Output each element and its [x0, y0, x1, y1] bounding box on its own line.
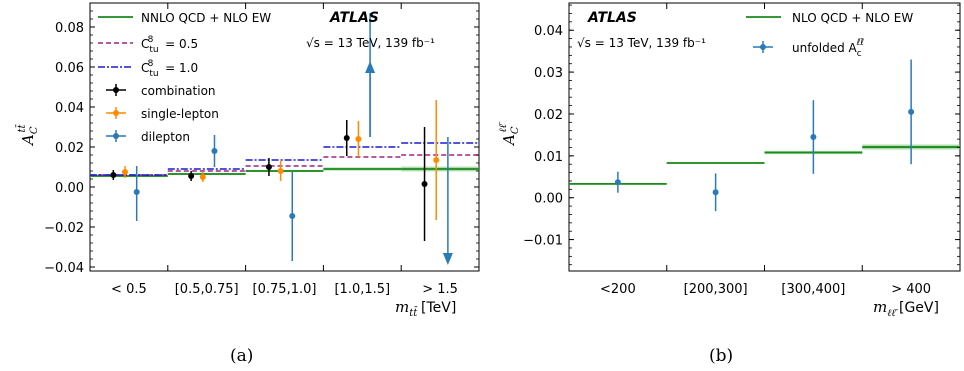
legend-marker-single-lepton: [106, 107, 126, 119]
legend-marker-dilepton: [106, 130, 126, 142]
legend-label-nlo: NLO QCD + NLO EW: [792, 11, 913, 25]
data-point: [343, 135, 350, 141]
x-tick-label: > 400: [891, 282, 931, 297]
data-point: [908, 108, 915, 115]
y-tick-label: −0.02: [44, 221, 84, 236]
arrow-up: [365, 61, 376, 73]
legend-a: NNLO QCD + NLO EW Ctu8 = 0.5 Ctu8 = 1.0 …: [98, 11, 271, 144]
x-axis-label-b: mℓℓ̄: [873, 298, 899, 319]
legend-marker-unfolded: [753, 41, 773, 53]
x-tick-label: < 0.5: [111, 282, 147, 297]
legend-label-c10: Ctu8 = 1.0: [141, 59, 198, 79]
data-point: [289, 213, 296, 219]
legend-label-unfolded: unfolded Acℓℓ̄: [792, 38, 864, 59]
y-tick-label: 0.08: [55, 21, 84, 36]
data-point: [277, 168, 284, 174]
x-tick-label: [300,400]: [781, 282, 845, 297]
data-point: [199, 174, 206, 180]
y-tick-label: 0.00: [55, 181, 84, 196]
data-point: [355, 136, 362, 142]
data-point: [810, 134, 817, 140]
data-point: [133, 189, 140, 195]
data-point: [421, 181, 428, 187]
plot-frame-a: [89, 2, 480, 272]
data-point: [110, 172, 117, 178]
y-tick-label: 0.02: [55, 141, 84, 156]
x-axis-unit-a: [TeV]: [421, 300, 456, 316]
x-axis-label-a: mtt̄: [395, 298, 418, 319]
x-tick-label: [1.0,1.5]: [334, 282, 390, 297]
x-tick-label: [0.5,0.75]: [175, 282, 239, 297]
x-tick-label: [0.75,1.0]: [253, 282, 317, 297]
data-point: [614, 179, 621, 186]
energy-label-a: √s = 13 TeV, 139 fb⁻¹: [306, 36, 435, 50]
atlas-label-a: ATLAS: [329, 10, 379, 26]
legend-label-single-lepton: single-lepton: [141, 107, 219, 121]
y-tick-label: −0.04: [44, 261, 84, 276]
panel-label-b: (b): [709, 346, 733, 366]
legend-label-nnlo: NNLO QCD + NLO EW: [141, 11, 271, 25]
energy-label-b: √s = 13 TeV, 139 fb⁻¹: [577, 36, 706, 50]
y-tick-label: 0.00: [534, 192, 563, 207]
panel-a: −0.04 −0.02 0.00 0.02 0.04 0.06 0.08 < 0.5 [0.5…: [16, 2, 480, 366]
data-point: [188, 173, 195, 179]
panel-b: −0.01 0.00 0.01 0.02 0.03 0.04 <200 [200,300] […: [498, 2, 961, 366]
x-tick-label: [200,300]: [684, 282, 748, 297]
y-tick-label: 0.02: [534, 108, 563, 123]
arrow-down: [442, 253, 453, 265]
data-point: [122, 169, 129, 175]
y-tick-label: 0.01: [534, 150, 563, 165]
legend-marker-combination: [106, 84, 126, 96]
y-axis-label-b: ACℓℓ̄: [498, 121, 521, 147]
y-tick-label: 0.04: [55, 101, 84, 116]
y-axis-label-a: ACtt̄: [16, 123, 40, 147]
data-point: [265, 164, 272, 170]
legend-label-dilepton: dilepton: [141, 130, 190, 144]
y-tick-label: 0.03: [534, 66, 563, 81]
legend-label-combination: combination: [141, 84, 216, 98]
data-point: [712, 189, 719, 196]
y-tick-label: −0.01: [523, 234, 563, 249]
y-tick-label: 0.04: [534, 24, 563, 39]
legend-label-c05: Ctu8 = 0.5: [141, 35, 198, 55]
data-point: [433, 157, 440, 163]
x-tick-label: <200: [600, 282, 636, 297]
atlas-label-b: ATLAS: [587, 10, 637, 26]
x-axis-unit-b: [GeV]: [899, 300, 939, 316]
panel-label-a: (a): [230, 346, 253, 366]
legend-b: NLO QCD + NLO EW unfolded Acℓℓ̄: [746, 11, 913, 59]
y-tick-label: 0.06: [55, 61, 84, 76]
data-point: [211, 148, 218, 154]
x-tick-label: > 1.5: [422, 282, 458, 297]
